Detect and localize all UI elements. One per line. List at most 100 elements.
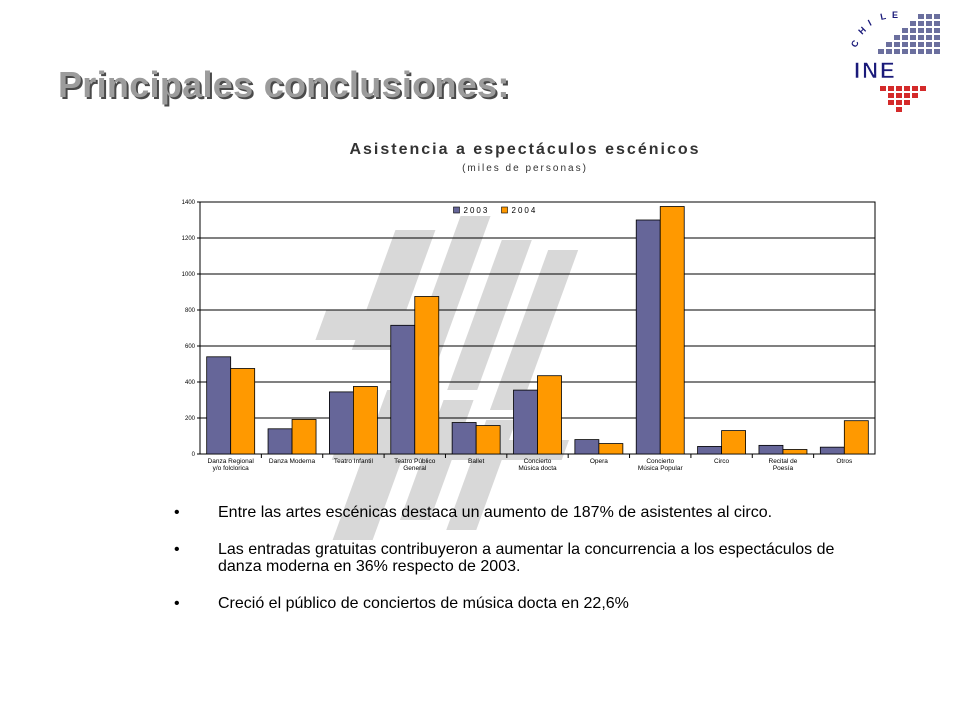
- logo-square: [910, 42, 916, 47]
- bullet-item: • Entre las artes escénicas destaca un au…: [174, 504, 844, 521]
- x-tick-label: Danza Regional y/o folclorica: [208, 458, 255, 472]
- logo-arc-letter: C: [849, 38, 861, 49]
- y-tick-label: 1200: [182, 236, 196, 242]
- logo-square: [910, 49, 916, 54]
- logo-square: [934, 35, 940, 40]
- legend-swatch-2003: [453, 206, 460, 214]
- logo-square: [934, 21, 940, 26]
- bar-2003-10: [819, 446, 845, 455]
- bar-2004-2: [353, 386, 378, 455]
- logo-square: [902, 42, 908, 47]
- logo-square: [926, 49, 932, 54]
- x-tick-label-line: General: [403, 465, 427, 472]
- logo-square: [926, 14, 932, 19]
- logo-square: [894, 35, 900, 40]
- logo-square: [880, 86, 886, 91]
- logo-square: [888, 100, 894, 105]
- bar-2004-0: [230, 368, 256, 455]
- logo-square: [918, 35, 924, 40]
- bar-2004-4: [475, 425, 501, 455]
- logo-square: [926, 42, 932, 47]
- logo-square: [934, 42, 940, 47]
- x-tick-label: Concierto Música Popular: [638, 458, 684, 472]
- bar-2003-1: [267, 428, 293, 455]
- bullet-item: • Creció el público de conciertos de músi…: [174, 595, 844, 612]
- bar-2004-5: [537, 375, 562, 455]
- x-tick-label-line: y/o folclorica: [213, 465, 250, 472]
- logo-square: [904, 86, 910, 91]
- x-tick-label: Teatro Infantil: [334, 458, 374, 465]
- logo-square: [902, 49, 908, 54]
- logo-square: [894, 49, 900, 54]
- logo-square: [934, 28, 940, 33]
- logo-square: [910, 28, 916, 33]
- bar-2004-1: [291, 419, 317, 455]
- y-tick-label: 400: [185, 380, 196, 386]
- logo-square: [888, 86, 894, 91]
- logo-arc-letter: H: [856, 25, 868, 37]
- logo-ine-text: INE: [854, 58, 897, 83]
- logo-square: [918, 28, 924, 33]
- x-tick-label: Otros: [836, 458, 853, 465]
- logo-square: [910, 21, 916, 26]
- logo-square: [926, 35, 932, 40]
- logo-square: [896, 107, 902, 112]
- logo-square: [910, 35, 916, 40]
- y-tick-label: 1000: [182, 272, 196, 278]
- x-tick-label: Recital de Poesía: [769, 458, 798, 472]
- x-tick-label-line: Teatro Infantil: [334, 458, 374, 465]
- bar-2003-5: [513, 389, 538, 455]
- logo-square: [918, 42, 924, 47]
- y-tick-label: 600: [185, 344, 196, 350]
- logo-square: [926, 21, 932, 26]
- logo-square: [904, 93, 910, 98]
- logo-square: [888, 93, 894, 98]
- chart-subtitle: (miles de personas): [462, 163, 588, 174]
- ine-chile-logo: C H I L E INE: [849, 10, 940, 112]
- bullet-marker: •: [174, 541, 180, 558]
- logo-square: [902, 28, 908, 33]
- attendance-bar-chart: 0 200 400 600 800 1000 1200 1400 Danza Regional y…: [182, 200, 876, 472]
- x-tick-label-line: Música docta: [518, 465, 557, 472]
- x-tick-label: Opera: [590, 458, 608, 465]
- x-tick-label-line: Ballet: [468, 458, 484, 465]
- legend-label-2004: 2004: [512, 206, 538, 215]
- bar-2004-7: [659, 206, 685, 455]
- logo-square: [912, 93, 918, 98]
- logo-square: [894, 42, 900, 47]
- logo-arc-letter: I: [866, 18, 873, 28]
- x-tick-label-line: Danza Regional: [208, 458, 255, 465]
- bar-2003-2: [329, 391, 354, 455]
- logo-square: [896, 86, 902, 91]
- bullet-item: • Las entradas gratuitas contribuyeron a …: [174, 541, 844, 575]
- logo-square: [902, 35, 908, 40]
- logo-square: [886, 49, 892, 54]
- x-tick-label-line: Concierto: [524, 458, 552, 465]
- x-tick-label-line: Teatro Público: [394, 458, 436, 465]
- bar-2004-8: [721, 430, 746, 455]
- x-tick-label-line: Concierto: [646, 458, 674, 465]
- logo-square: [918, 21, 924, 26]
- logo-square: [920, 86, 926, 91]
- logo-arc-letter: E: [892, 10, 898, 20]
- x-tick-label-line: Opera: [590, 458, 608, 465]
- x-tick-label: Teatro Público General: [394, 458, 436, 472]
- logo-square: [904, 100, 910, 105]
- y-tick-label: 800: [185, 308, 196, 314]
- bullet-text: Creció el público de conciertos de músic…: [218, 595, 629, 612]
- logo-square: [878, 49, 884, 54]
- logo-square: [896, 100, 902, 105]
- bar-2004-3: [414, 296, 440, 455]
- bar-2003-8: [697, 446, 722, 455]
- logo-grid-squares: [878, 14, 940, 112]
- x-tick-label: Ballet: [468, 458, 484, 465]
- bullet-marker: •: [174, 504, 180, 521]
- x-tick-label-line: Danza Moderna: [269, 458, 316, 465]
- legend-swatch-2004: [501, 206, 508, 214]
- conclusions-list: • Entre las artes escénicas destaca un au…: [174, 504, 844, 632]
- chart-title: Asistencia a espectáculos escénicos: [349, 141, 701, 158]
- bar-2003-0: [206, 356, 232, 455]
- bar-2003-9: [758, 444, 784, 455]
- bullet-marker: •: [174, 595, 180, 612]
- logo-square: [886, 42, 892, 47]
